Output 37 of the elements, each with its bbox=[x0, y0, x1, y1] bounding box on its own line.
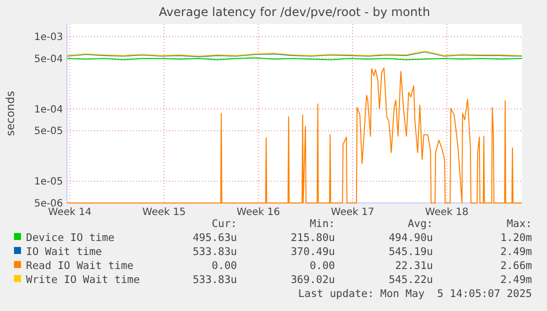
text: 2.66m bbox=[500, 260, 532, 272]
y-tick-label: 1e-04 bbox=[34, 104, 63, 116]
y-axis-title: seconds bbox=[4, 90, 17, 136]
text: 495.63u bbox=[192, 232, 237, 244]
text: Max: bbox=[506, 218, 532, 230]
legend-label: IO Wait time bbox=[26, 246, 102, 258]
text: 545.22u bbox=[388, 274, 433, 286]
text: 0.00 bbox=[212, 260, 237, 272]
legend-label: Device IO time bbox=[26, 232, 115, 244]
text: 22.31u bbox=[395, 260, 433, 272]
text: 545.19u bbox=[388, 246, 433, 258]
text: 533.83u bbox=[192, 274, 237, 286]
text: 369.02u bbox=[290, 274, 335, 286]
x-tick-label: Week 15 bbox=[142, 207, 186, 218]
text: 1.20m bbox=[500, 232, 532, 244]
text: 2.49m bbox=[500, 246, 532, 258]
legend-label: Read IO Wait time bbox=[26, 260, 134, 272]
text: Cur: bbox=[212, 218, 237, 230]
y-tick-label: 1e-05 bbox=[34, 176, 63, 188]
text: 370.49u bbox=[290, 246, 335, 258]
text: 215.80u bbox=[290, 232, 335, 244]
y-tick-label: 1e-03 bbox=[34, 32, 63, 44]
text: 494.90u bbox=[388, 232, 433, 244]
y-tick-label: 5e-04 bbox=[34, 54, 63, 65]
chart-title: Average latency for /dev/pve/root - by month bbox=[158, 5, 430, 19]
x-tick-label: Week 17 bbox=[330, 207, 374, 218]
text: Avg: bbox=[408, 218, 433, 230]
x-tick-label: Week 14 bbox=[48, 207, 92, 218]
text: 0.00 bbox=[310, 260, 335, 272]
text: Last update: Mon May 5 14:05:07 2025 bbox=[298, 288, 532, 300]
text: Min: bbox=[310, 218, 335, 230]
legend-label: Write IO Wait time bbox=[26, 274, 140, 286]
y-tick-label: 5e-05 bbox=[34, 126, 63, 138]
text: 533.83u bbox=[192, 246, 237, 258]
x-tick-label: Week 18 bbox=[425, 207, 468, 218]
x-tick-label: Week 16 bbox=[236, 207, 280, 218]
text: 2.49m bbox=[500, 274, 532, 286]
